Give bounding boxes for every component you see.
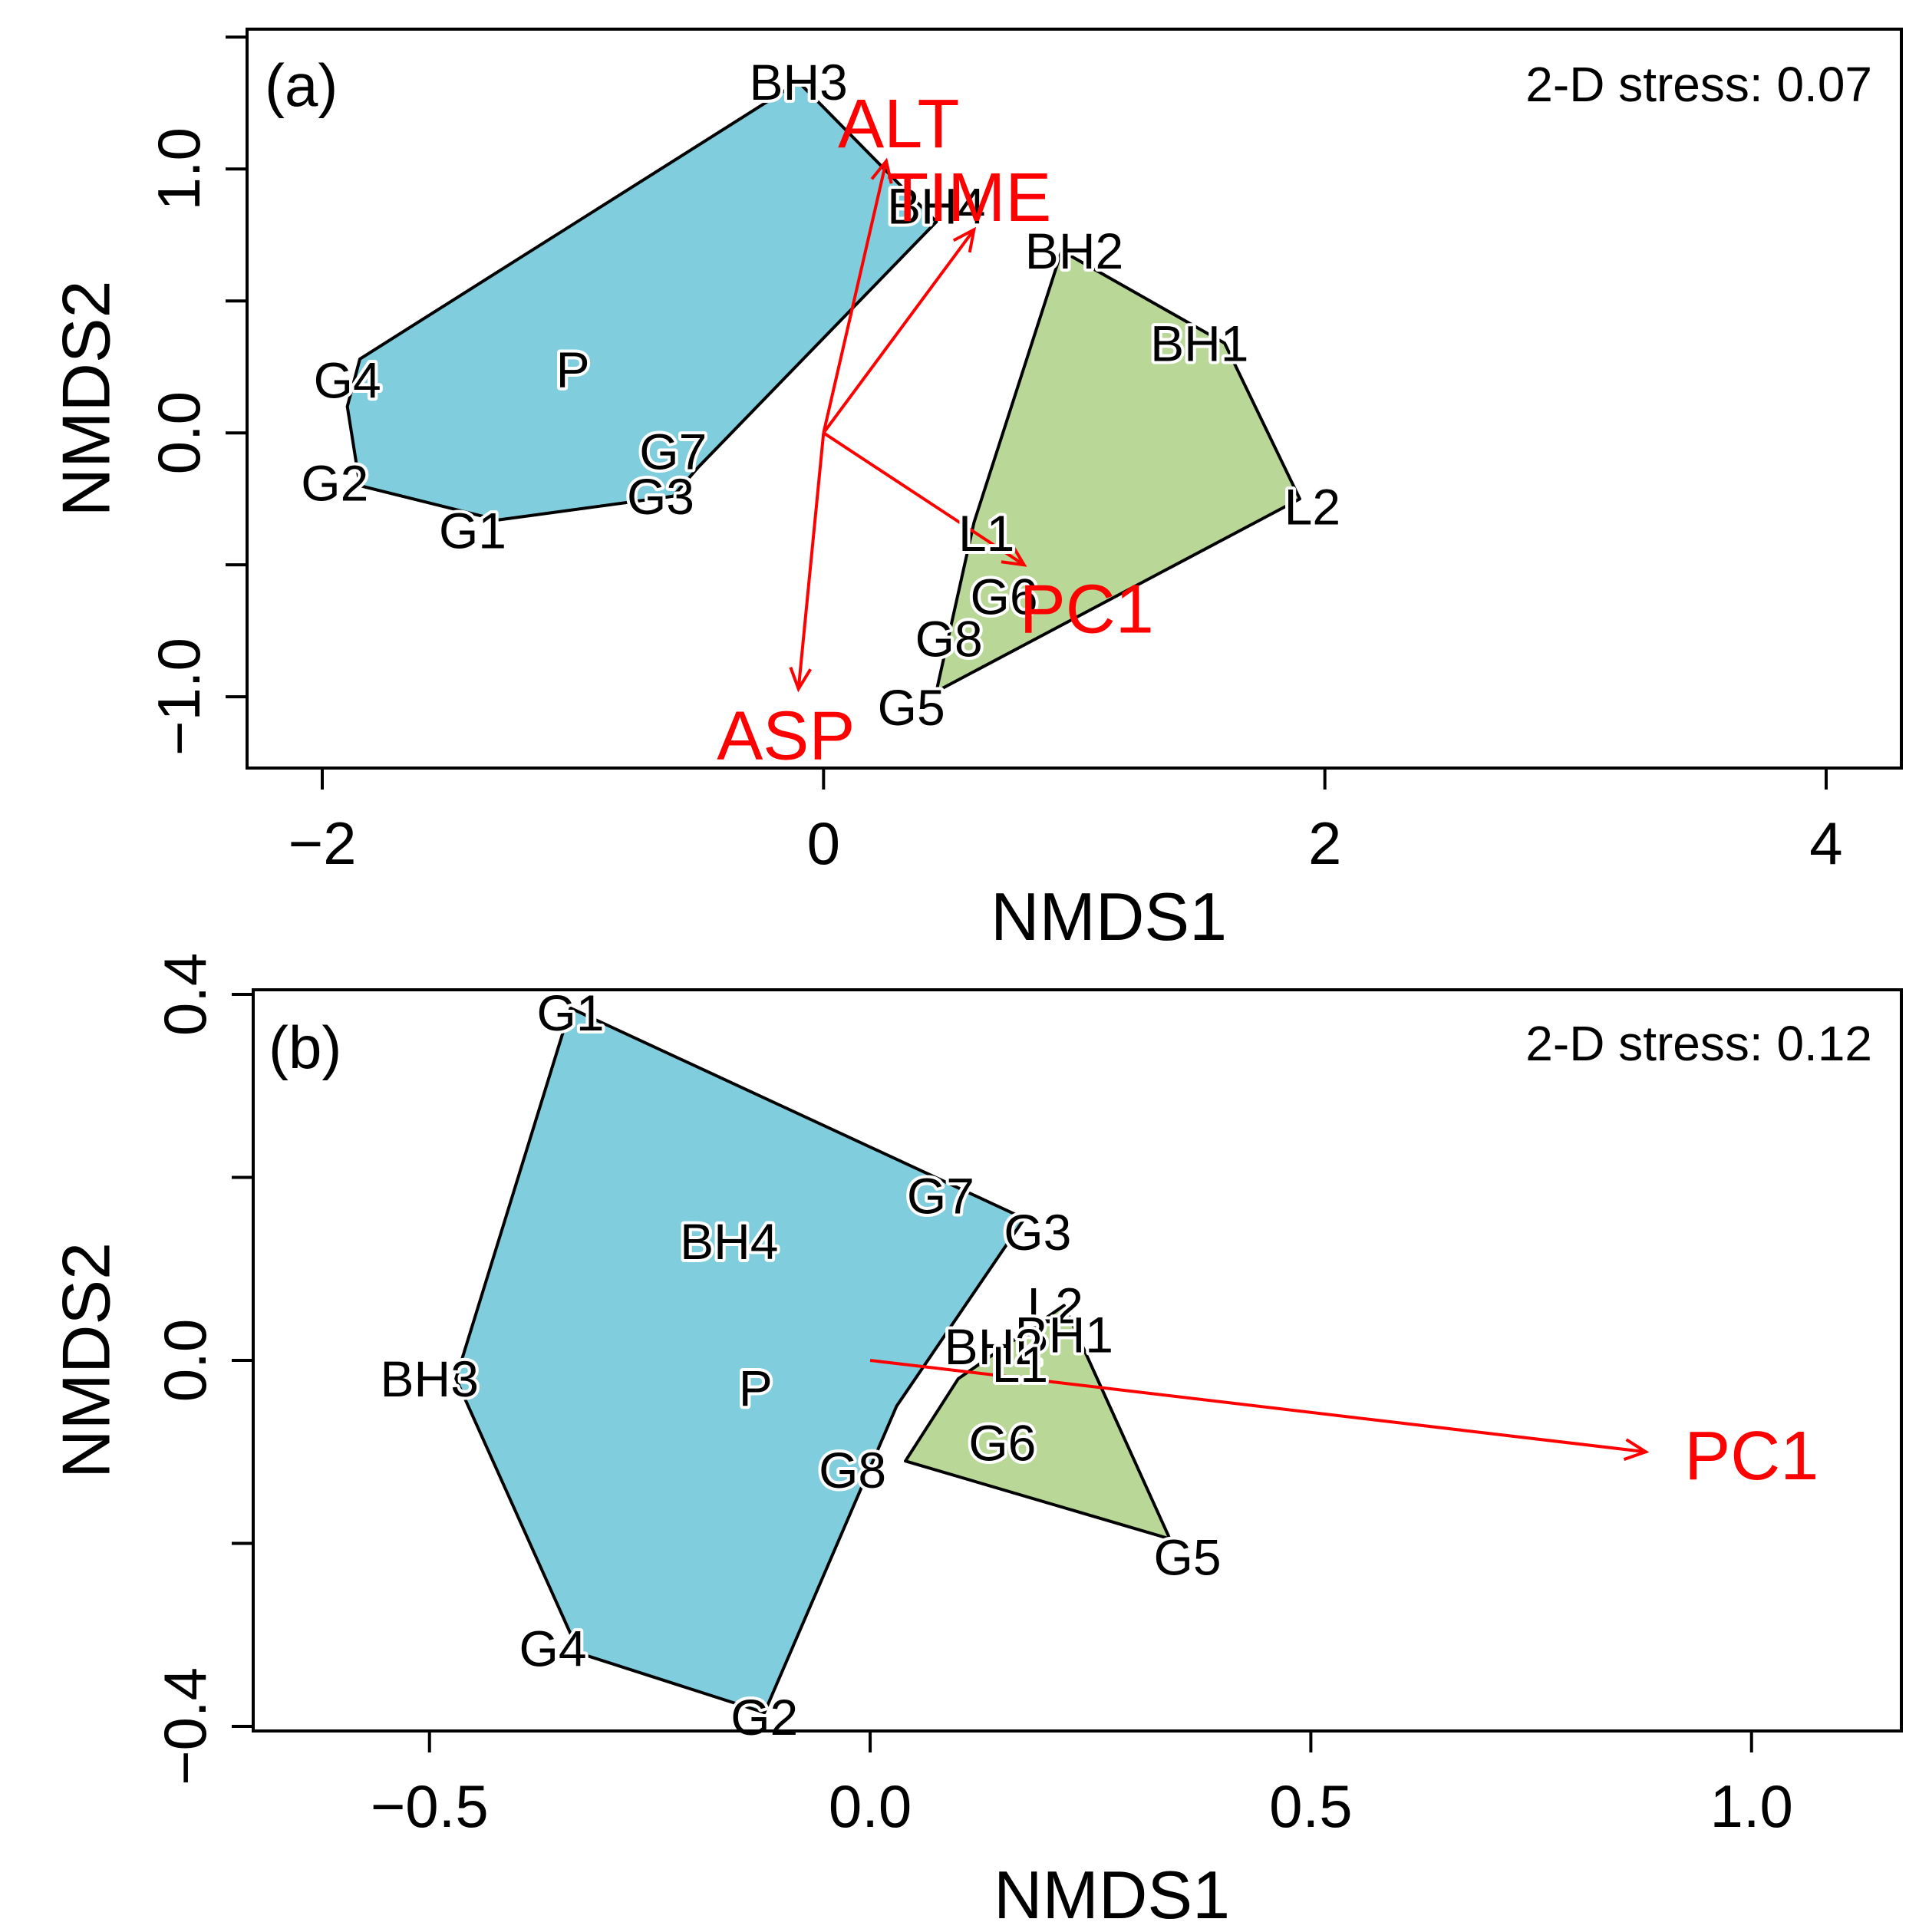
vector-arrowhead-asp xyxy=(789,666,812,693)
point-label-g6: G6 xyxy=(968,1414,1036,1471)
point-label-g4: G4 xyxy=(519,1620,587,1677)
stress-annotation: 2-D stress: 0.12 xyxy=(1525,1016,1872,1071)
y-tick-label: 0.4 xyxy=(151,953,219,1036)
point-label-bh4: BH4 xyxy=(680,1213,778,1270)
point-label-g8: G8 xyxy=(819,1442,886,1498)
hull-blue xyxy=(454,1006,1027,1715)
vector-label-pc1: PC1 xyxy=(1684,1418,1818,1495)
point-label-g8: G8 xyxy=(915,610,983,667)
point-label-g5: G5 xyxy=(878,679,945,736)
x-tick-label: 0.5 xyxy=(1269,1772,1352,1840)
point-label-p: P xyxy=(739,1360,773,1416)
point-label-g3: G3 xyxy=(1004,1204,1071,1261)
point-label-g7: G7 xyxy=(639,423,707,480)
y-tick-label: 0.0 xyxy=(145,391,213,474)
vector-arrow-pc1 xyxy=(869,1359,1647,1454)
vector-label-time: TIME xyxy=(886,160,1051,236)
vector-label-alt: ALT xyxy=(838,86,959,163)
point-label-bh2: BH2 xyxy=(1025,223,1123,279)
point-label-g3: G3 xyxy=(627,468,694,525)
point-label-bh3: BH3 xyxy=(749,54,847,110)
vector-label-pc1: PC1 xyxy=(1020,572,1154,648)
point-label-g7: G7 xyxy=(907,1167,974,1224)
y-tick-label: −0.4 xyxy=(151,1667,219,1785)
vector-arrowhead-pc1 xyxy=(1623,1438,1650,1461)
x-tick-label: 2 xyxy=(1308,809,1341,877)
y-tick-label: 0.0 xyxy=(151,1319,219,1402)
panel-tag: (b) xyxy=(269,1014,341,1081)
point-label-l2: L2 xyxy=(1027,1277,1083,1334)
point-label-g2: G2 xyxy=(730,1689,798,1746)
vector-arrow-pc1 xyxy=(823,431,1025,566)
vector-arrowhead-time xyxy=(952,226,977,253)
stress-annotation: 2-D stress: 0.07 xyxy=(1525,57,1872,112)
y-axis-title: NMDS2 xyxy=(48,1242,124,1479)
point-label-g1: G1 xyxy=(536,984,604,1041)
point-label-bh3: BH3 xyxy=(381,1350,479,1407)
x-tick-label: 0.0 xyxy=(829,1772,912,1840)
y-axis-title: NMDS2 xyxy=(48,280,124,516)
y-tick-label: 1.0 xyxy=(145,127,213,210)
panel-tag: (a) xyxy=(265,51,338,119)
point-label-p: P xyxy=(556,341,590,398)
point-label-l1: L1 xyxy=(992,1336,1048,1393)
vector-arrow-asp xyxy=(796,433,826,690)
vector-arrow-alt xyxy=(822,160,888,434)
x-axis-title: NMDS1 xyxy=(991,879,1227,954)
point-label-g4: G4 xyxy=(314,351,381,408)
point-label-g5: G5 xyxy=(1154,1528,1222,1585)
x-axis-title: NMDS1 xyxy=(994,1857,1230,1932)
hull-blue xyxy=(345,80,938,522)
point-label-l2: L2 xyxy=(1284,479,1340,536)
vector-arrowhead-alt xyxy=(870,157,893,184)
point-label-bh4: BH4 xyxy=(887,177,985,234)
point-label-bh1: BH1 xyxy=(1150,315,1248,371)
point-label-g2: G2 xyxy=(301,455,368,512)
hull-green xyxy=(935,249,1301,694)
x-tick-label: 0 xyxy=(807,809,840,877)
vector-arrowhead-pc1 xyxy=(1001,544,1027,567)
y-tick-label: −1.0 xyxy=(145,638,213,756)
x-tick-label: −0.5 xyxy=(371,1772,489,1840)
vector-arrow-time xyxy=(822,229,975,434)
vector-label-asp: ASP xyxy=(717,698,855,775)
point-label-g1: G1 xyxy=(439,502,506,559)
x-tick-label: −2 xyxy=(289,809,357,877)
x-tick-label: 1.0 xyxy=(1710,1772,1793,1840)
hull-green xyxy=(904,1304,1172,1541)
point-label-g6: G6 xyxy=(971,568,1038,625)
x-tick-label: 4 xyxy=(1809,809,1842,877)
point-label-bh2: BH2 xyxy=(945,1318,1043,1375)
point-label-bh1: BH1 xyxy=(1015,1307,1113,1363)
point-label-l1: L1 xyxy=(958,505,1014,562)
